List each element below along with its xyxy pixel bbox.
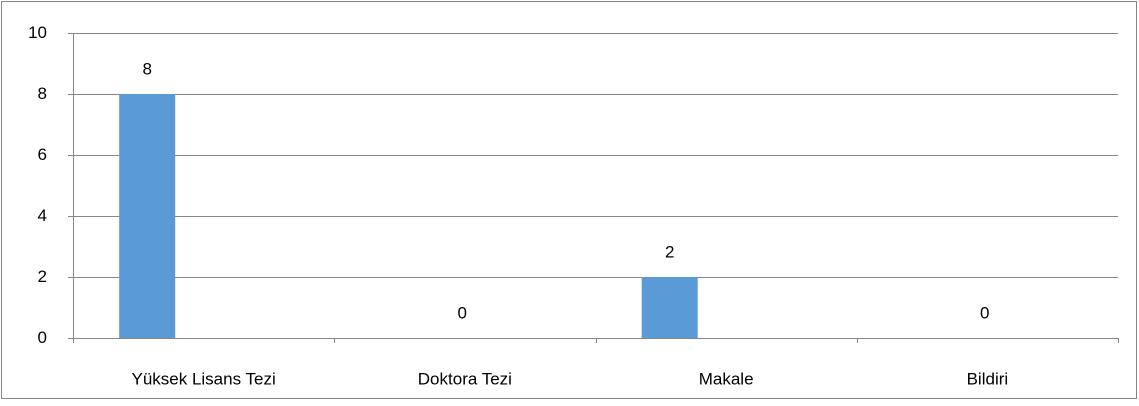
y-tick-label: 0 — [38, 328, 47, 347]
x-tick-label: Yüksek Lisans Tezi — [131, 369, 275, 388]
y-tick-label: 4 — [38, 206, 47, 225]
y-tick-label: 6 — [38, 145, 47, 164]
data-label: 0 — [980, 303, 989, 322]
x-tick-label: Bildiri — [967, 369, 1009, 388]
bar — [641, 277, 698, 338]
data-label: 8 — [142, 59, 151, 78]
x-tick-label: Makale — [699, 369, 754, 388]
x-tick-label: Doktora Tezi — [418, 369, 512, 388]
y-tick-label: 8 — [38, 84, 47, 103]
chart-border — [1, 1, 1137, 399]
data-label: 0 — [458, 303, 467, 322]
y-tick-label: 10 — [28, 23, 47, 42]
bar — [119, 94, 176, 338]
y-tick-label: 2 — [38, 267, 47, 286]
data-label: 2 — [665, 242, 674, 261]
